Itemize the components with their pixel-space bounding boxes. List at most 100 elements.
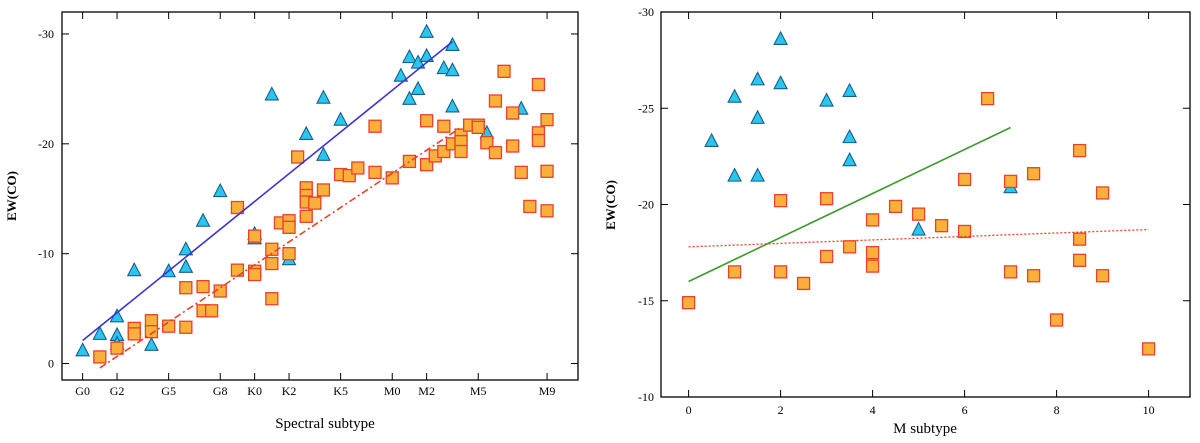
x-tick-label: K0 bbox=[247, 384, 262, 398]
square-data-point bbox=[454, 144, 468, 159]
x-tick-label: M9 bbox=[539, 384, 556, 398]
x-tick-label: G5 bbox=[161, 384, 176, 398]
plot-frame bbox=[61, 11, 579, 381]
square-data-point bbox=[290, 150, 305, 164]
square-data-point bbox=[523, 199, 537, 214]
triangle-data-point bbox=[402, 48, 417, 64]
square-data-point bbox=[204, 304, 219, 318]
triangle-data-point bbox=[419, 23, 435, 38]
triangle-data-point bbox=[178, 258, 194, 273]
square-data-point bbox=[819, 192, 834, 206]
x-tick-label: G0 bbox=[75, 384, 90, 398]
triangle-data-point bbox=[75, 342, 91, 357]
square-data-point bbox=[514, 165, 528, 180]
fit-line-dotted bbox=[688, 228, 1149, 248]
square-data-point bbox=[842, 240, 857, 254]
x-tick-label: K5 bbox=[333, 384, 348, 398]
square-data-point bbox=[819, 249, 834, 264]
triangle-data-point bbox=[911, 221, 927, 236]
square-data-point bbox=[531, 77, 546, 92]
square-data-point bbox=[1003, 174, 1018, 189]
square-data-point bbox=[865, 259, 880, 273]
right-chart-panel: 0 2 4 6 8 10 -10 -15 -20 -25 -30 M subtype EW(CO) bbox=[603, 5, 1191, 437]
x-tick-label: 2 bbox=[778, 403, 784, 417]
square-data-point bbox=[144, 325, 159, 339]
triangle-data-point bbox=[126, 261, 142, 277]
square-data-point bbox=[351, 161, 365, 175]
triangle-data-point bbox=[92, 325, 108, 340]
square-data-point bbox=[1095, 269, 1110, 283]
triangle-data-point bbox=[704, 132, 720, 148]
square-data-point bbox=[540, 113, 554, 127]
triangle-data-point bbox=[842, 152, 858, 167]
square-data-point bbox=[1072, 232, 1087, 246]
triangle-data-point bbox=[842, 128, 858, 144]
square-data-point bbox=[888, 199, 903, 214]
square-data-point bbox=[1026, 167, 1041, 181]
y-tick-label: -15 bbox=[638, 294, 654, 308]
x-axis-label: M subtype bbox=[893, 421, 957, 437]
square-data-point bbox=[865, 213, 880, 227]
square-data-point bbox=[265, 256, 279, 271]
square-data-point bbox=[505, 139, 520, 153]
square-data-point bbox=[316, 183, 331, 197]
square-data-point bbox=[1072, 253, 1087, 267]
x-tick-label: G2 bbox=[110, 384, 125, 398]
triangle-data-point bbox=[178, 241, 194, 256]
square-data-point bbox=[531, 133, 546, 148]
y-tick-label: -10 bbox=[38, 247, 54, 261]
x-tick-label: 10 bbox=[1143, 403, 1155, 417]
triangle-data-point bbox=[212, 182, 228, 198]
x-tick-label: 4 bbox=[870, 403, 876, 417]
triangle-data-point bbox=[445, 98, 460, 113]
y-tick-label: 0 bbox=[48, 357, 54, 371]
triangle-data-point bbox=[316, 89, 331, 104]
square-data-point bbox=[540, 164, 554, 178]
triangle-data-point bbox=[144, 336, 159, 351]
triangle-data-point bbox=[402, 90, 417, 105]
triangle-data-point bbox=[436, 59, 452, 75]
square-data-point bbox=[179, 320, 193, 334]
triangle-data-point bbox=[298, 125, 314, 140]
x-tick-label: M0 bbox=[384, 384, 401, 398]
square-data-point bbox=[437, 119, 451, 133]
y-tick-label: -10 bbox=[638, 390, 654, 404]
square-data-point bbox=[230, 200, 245, 215]
y-tick-label: -20 bbox=[638, 198, 654, 212]
fit-line-solid bbox=[688, 126, 1011, 283]
y-tick-label: -25 bbox=[638, 101, 654, 115]
plot-frame bbox=[660, 11, 1191, 398]
y-axis-label: EW(CO) bbox=[4, 171, 19, 221]
square-data-point bbox=[282, 220, 296, 234]
square-data-point bbox=[681, 296, 696, 310]
y-tick-label: -30 bbox=[38, 27, 54, 41]
square-data-point bbox=[488, 145, 503, 160]
triangle-data-point bbox=[316, 146, 331, 161]
triangle-data-point bbox=[410, 80, 426, 95]
square-data-point bbox=[179, 281, 193, 295]
triangle-data-point bbox=[419, 47, 435, 62]
y-tick-label: -30 bbox=[638, 5, 654, 19]
triangle-data-point bbox=[819, 92, 835, 107]
square-data-point bbox=[980, 91, 995, 106]
triangle-data-point bbox=[773, 30, 789, 46]
square-data-point bbox=[299, 209, 313, 223]
fit-line-solid bbox=[82, 41, 453, 342]
square-data-point bbox=[308, 196, 322, 210]
square-data-point bbox=[161, 319, 176, 333]
square-data-point bbox=[368, 119, 382, 133]
square-data-point bbox=[1003, 265, 1018, 279]
square-data-point bbox=[957, 172, 972, 187]
triangle-data-point bbox=[727, 167, 743, 182]
x-tick-label: G8 bbox=[213, 384, 228, 398]
square-data-point bbox=[796, 276, 811, 291]
x-tick-label: 8 bbox=[1054, 403, 1060, 417]
x-axis-label: Spectral subtype bbox=[275, 416, 375, 432]
square-data-point bbox=[282, 247, 296, 261]
triangle-data-point bbox=[842, 82, 858, 97]
square-data-point bbox=[1095, 186, 1110, 200]
square-data-point bbox=[196, 279, 210, 294]
square-data-point bbox=[911, 207, 926, 221]
y-tick-label: -20 bbox=[38, 137, 54, 151]
